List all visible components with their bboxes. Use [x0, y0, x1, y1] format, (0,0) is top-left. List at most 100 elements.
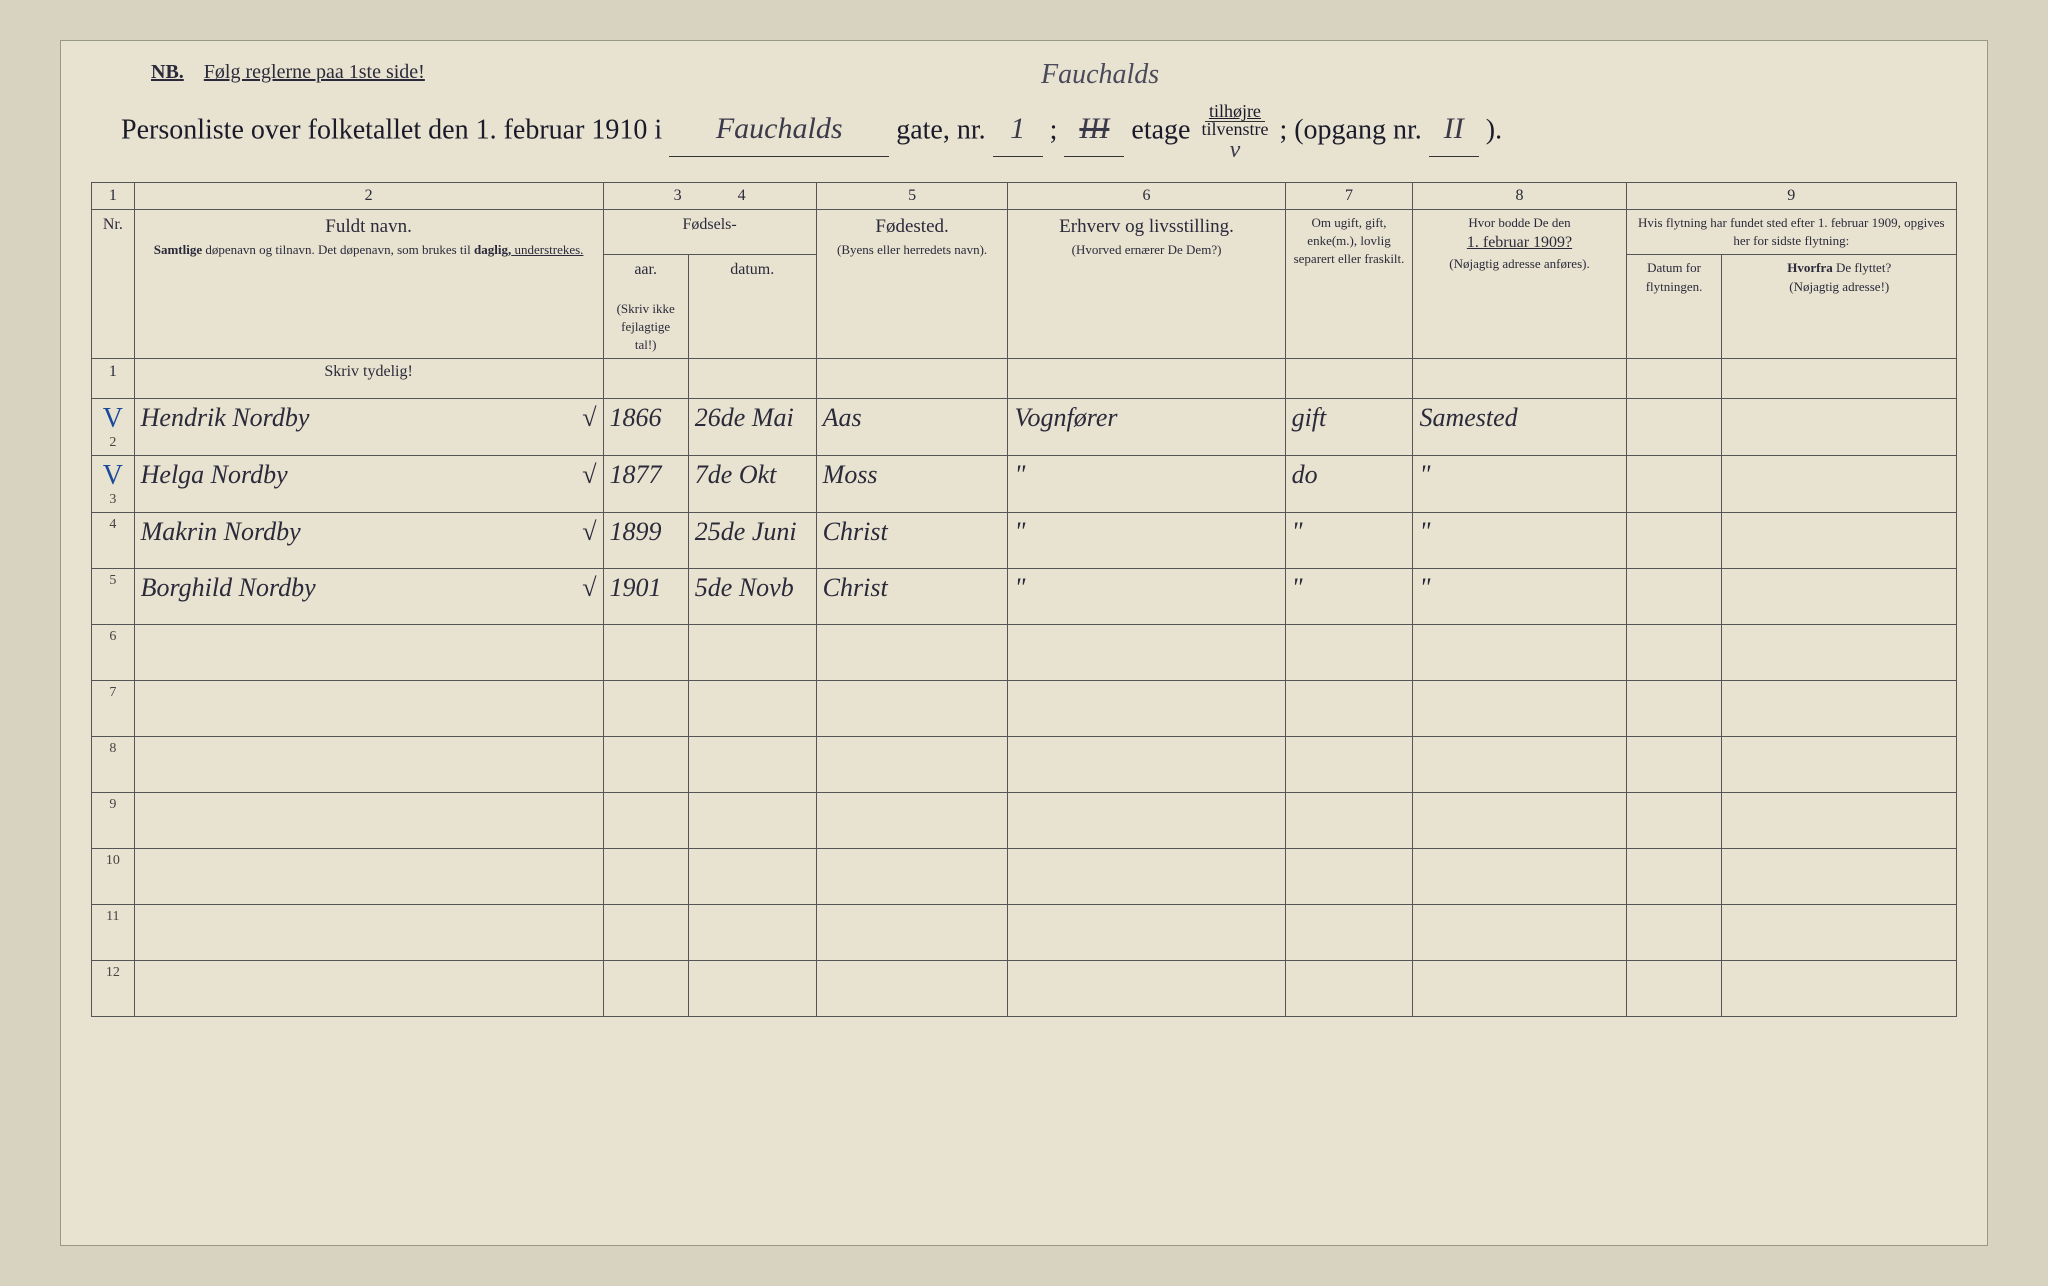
frac-bot: tilvenstre: [1197, 119, 1272, 139]
cell-datum: [688, 625, 816, 681]
table-row: 1Skriv tydelig!: [92, 359, 1957, 399]
hdr-flytning-top: Hvis flytning har fundet sted efter 1. f…: [1626, 210, 1956, 255]
cell-erhverv: [1008, 905, 1285, 961]
table-row: V 2Hendrik Nordby√186626de MaiAasVognfør…: [92, 399, 1957, 456]
colnum-5: 5: [816, 183, 1008, 210]
hdr-name-sub: Samtlige døpenavn og tilnavn. Det døpena…: [141, 241, 597, 259]
hdr-erhverv: Erhverv og livsstilling. (Hvorved ernære…: [1008, 210, 1285, 359]
street-handwritten: Fauchalds: [669, 102, 889, 157]
cell-name: Helga Nordby√: [134, 456, 603, 513]
name-handwriting: Makrin Nordby: [141, 517, 301, 546]
table-row: 5Borghild Nordby√19015de NovbChrist""": [92, 569, 1957, 625]
hdr-ugift: Om ugift, gift, enke(m.), lovlig separer…: [1285, 210, 1413, 359]
row-number: 1: [92, 359, 135, 399]
cell-gift: [1285, 905, 1413, 961]
cell-erhverv: [1008, 849, 1285, 905]
hdr-datum: datum.: [688, 255, 816, 359]
cell-gift: gift: [1285, 399, 1413, 456]
column-number-row: 1 2 3 4 5 6 7 8 9: [92, 183, 1957, 210]
cell-aar: [603, 793, 688, 849]
cell-bodde: [1413, 905, 1626, 961]
table-row: 7: [92, 681, 1957, 737]
cell-erhverv: [1008, 961, 1285, 1017]
cell-fd: [1626, 849, 1722, 905]
cell-bodde: Samested: [1413, 399, 1626, 456]
cell-gift: [1285, 849, 1413, 905]
frac-hw: v: [1230, 137, 1241, 163]
cell-fd: [1626, 569, 1722, 625]
cell-name: Skriv tydelig!: [134, 359, 603, 399]
cell-erhverv: ": [1008, 456, 1285, 513]
blue-checkmark: V: [103, 460, 123, 491]
cell-bodde: [1413, 849, 1626, 905]
row-number: V 2: [92, 399, 135, 456]
cell-sted: [816, 849, 1008, 905]
row-number: 7: [92, 681, 135, 737]
cell-gift: do: [1285, 456, 1413, 513]
nb-prefix: NB.: [151, 61, 184, 83]
table-row: 4Makrin Nordby√189925de JuniChrist""": [92, 513, 1957, 569]
header-row-1: Nr. Fuldt navn. Samtlige døpenavn og til…: [92, 210, 1957, 255]
cell-erhverv: [1008, 359, 1285, 399]
cell-datum: [688, 737, 816, 793]
cell-gift: [1285, 625, 1413, 681]
cell-fd: [1626, 513, 1722, 569]
cell-sted: [816, 681, 1008, 737]
row-number: 4: [92, 513, 135, 569]
cell-bodde: [1413, 625, 1626, 681]
title-t3: ;: [1050, 114, 1058, 145]
header-handwritten-note: Fauchalds: [1041, 59, 1159, 91]
cell-name: [134, 681, 603, 737]
cell-aar: [603, 737, 688, 793]
table-row: V 3Helga Nordby√18777de OktMoss"do": [92, 456, 1957, 513]
cell-erhverv: [1008, 681, 1285, 737]
cell-name: [134, 737, 603, 793]
colnum-2: 2: [134, 183, 603, 210]
hdr-fodested: Fødested. (Byens eller herredets navn).: [816, 210, 1008, 359]
cell-aar: [603, 359, 688, 399]
cell-fd: [1626, 905, 1722, 961]
check-mark: √: [582, 403, 596, 433]
cell-fh: [1722, 905, 1957, 961]
hdr-nr: Nr.: [92, 210, 135, 359]
cell-datum: 5de Novb: [688, 569, 816, 625]
row-number: 8: [92, 737, 135, 793]
cell-datum: [688, 905, 816, 961]
cell-name: [134, 905, 603, 961]
cell-erhverv: ": [1008, 569, 1285, 625]
colnum-6: 6: [1008, 183, 1285, 210]
tilhojre-fraction: tilhøjre tilvenstre v: [1197, 102, 1272, 162]
cell-fd: [1626, 456, 1722, 513]
cell-aar: 1866: [603, 399, 688, 456]
cell-fd: [1626, 737, 1722, 793]
row-number: 5: [92, 569, 135, 625]
cell-aar: [603, 625, 688, 681]
cell-datum: 25de Juni: [688, 513, 816, 569]
cell-gift: ": [1285, 569, 1413, 625]
cell-fh: [1722, 961, 1957, 1017]
colnum-9: 9: [1626, 183, 1956, 210]
name-handwriting: Helga Nordby: [141, 460, 288, 489]
cell-fh: [1722, 569, 1957, 625]
title-t2: gate, nr.: [896, 114, 985, 145]
cell-gift: [1285, 961, 1413, 1017]
row-number: V 3: [92, 456, 135, 513]
cell-aar: [603, 681, 688, 737]
row-number: 6: [92, 625, 135, 681]
cell-erhverv: [1008, 625, 1285, 681]
cell-name: [134, 625, 603, 681]
row-number: 12: [92, 961, 135, 1017]
row-number: 10: [92, 849, 135, 905]
cell-aar: [603, 849, 688, 905]
table-row: 8: [92, 737, 1957, 793]
title-t6: ).: [1486, 114, 1502, 145]
cell-bodde: [1413, 681, 1626, 737]
cell-fd: [1626, 793, 1722, 849]
colnum-7: 7: [1285, 183, 1413, 210]
cell-gift: [1285, 681, 1413, 737]
cell-name: [134, 961, 603, 1017]
colnum-1: 1: [92, 183, 135, 210]
cell-sted: [816, 737, 1008, 793]
cell-fh: [1722, 625, 1957, 681]
hdr-name-big: Fuldt navn.: [141, 214, 597, 241]
